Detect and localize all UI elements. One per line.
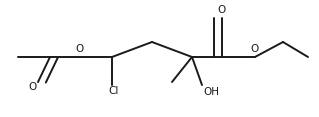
Text: O: O xyxy=(76,44,84,54)
Text: OH: OH xyxy=(204,87,219,97)
Text: Cl: Cl xyxy=(108,86,119,96)
Text: O: O xyxy=(251,44,259,54)
Text: O: O xyxy=(28,82,36,92)
Text: O: O xyxy=(218,5,226,15)
